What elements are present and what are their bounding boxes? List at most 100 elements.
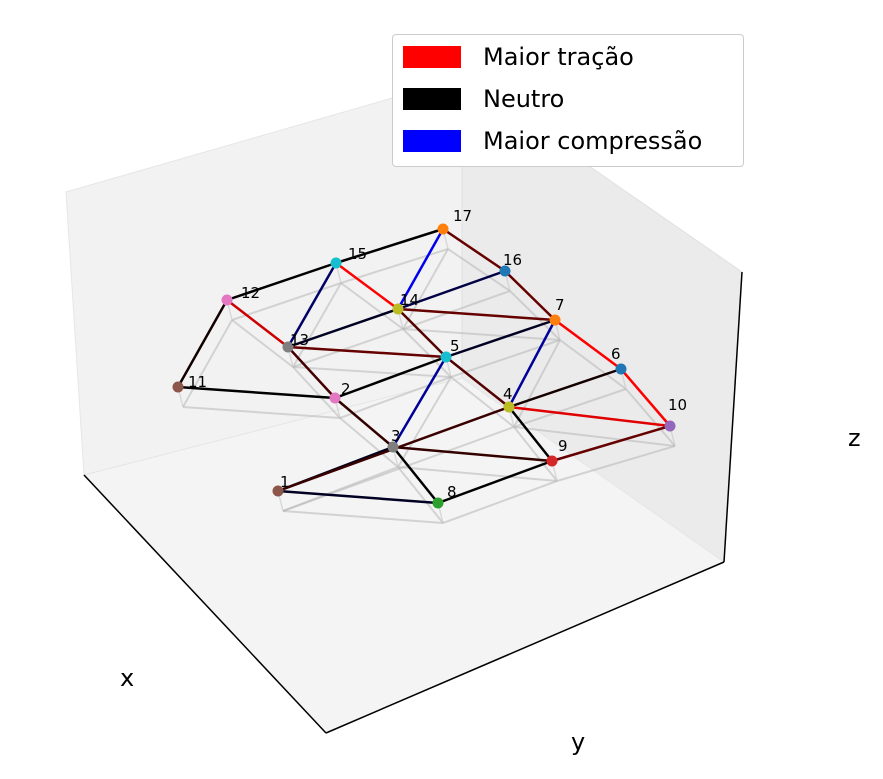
ghost-bar-6-7: [559, 339, 627, 390]
node-17: [437, 223, 449, 235]
bar-7-14: [396, 307, 557, 322]
ghost-bar-16-17: [447, 248, 511, 292]
node-label-11: 11: [188, 373, 207, 391]
ghost-bar-12-15: [231, 282, 342, 321]
undeformed-structure: [177, 228, 676, 524]
node-label-2: 2: [341, 380, 351, 398]
bar-13-14: [286, 307, 400, 349]
bar-2-13: [286, 345, 337, 400]
node-label-1: 1: [280, 473, 290, 491]
ghost-bar-3-9: [397, 466, 558, 482]
bar-3-5: [391, 355, 448, 449]
node-label-17: 17: [453, 207, 472, 225]
bar-4-6: [507, 367, 623, 409]
bar-14-16: [396, 269, 507, 311]
node-9: [546, 455, 558, 467]
x-axis-label: x: [120, 664, 135, 692]
ghost-bar-5-13: [292, 366, 452, 378]
node-label-6: 6: [611, 345, 621, 363]
ghost-bar-11-12: [182, 319, 233, 408]
ghost-bar-4-5: [450, 376, 515, 428]
node-label-14: 14: [400, 291, 419, 309]
ghost-bar-14-16: [402, 290, 511, 330]
bar-lines: [176, 227, 672, 505]
bar-16-17: [441, 227, 507, 273]
ghost-bar-2-13: [292, 366, 341, 419]
ghost-bar-4-10: [513, 426, 676, 447]
node-4: [503, 401, 515, 413]
node-1: [272, 485, 284, 497]
node-15: [330, 257, 342, 269]
bar-9-10: [550, 424, 672, 463]
node-label-4: 4: [503, 385, 513, 403]
legend-item-neutral: Neutro: [403, 85, 564, 113]
node-16: [499, 265, 511, 277]
node-13: [282, 341, 294, 353]
node-5: [440, 351, 452, 363]
bar-8-9: [436, 459, 554, 505]
ghost-bar-13-14: [292, 328, 404, 368]
bar-11-12: [176, 298, 229, 389]
node-label-8: 8: [447, 483, 457, 501]
y-axis-label: y: [571, 728, 586, 756]
node-label-9: 9: [558, 437, 568, 455]
ghost-bar-10-6: [625, 388, 676, 447]
bar-5-7: [444, 318, 557, 359]
node-2: [329, 392, 341, 404]
legend-swatch-neutral: [403, 88, 461, 110]
legend-label-neutral: Neutro: [483, 85, 565, 113]
bar-12-13: [225, 298, 290, 349]
ghost-bar-3-8: [397, 466, 444, 524]
ghost-bar-4-6: [513, 388, 627, 428]
ghost-bar-2-5: [339, 376, 452, 419]
bar-2-3: [333, 396, 395, 449]
bar-2-5: [333, 355, 448, 400]
axes-panes: [65, 77, 743, 734]
bar-4-10: [507, 405, 672, 428]
bar-3-8: [391, 445, 440, 505]
node-label-5: 5: [450, 337, 460, 355]
bar-12-15: [225, 261, 338, 302]
bar-11-2: [176, 385, 337, 400]
ghost-bar-4-7: [513, 339, 561, 428]
bar-13-15: [286, 261, 338, 349]
bar-7-16: [503, 269, 557, 322]
node-8: [432, 497, 444, 509]
node-7: [549, 314, 561, 326]
bar-4-5: [444, 355, 511, 409]
legend-item-tension: Maior tração: [403, 43, 634, 71]
ghost-bar-8-9: [442, 480, 558, 524]
bar-4-7: [507, 318, 557, 409]
node-label-12: 12: [241, 284, 260, 302]
ghost-bar-1-8: [282, 510, 444, 524]
bar-10-6: [619, 367, 672, 428]
bar-5-13: [286, 345, 448, 359]
bar-3-9: [391, 445, 554, 463]
ghost-bar-3-5: [397, 376, 452, 468]
legend-swatch-compression: [403, 130, 461, 152]
ghost-bar-9-10: [556, 445, 676, 482]
bar-14-15: [334, 261, 400, 311]
ghost-bar-7-14: [402, 328, 561, 341]
axes-frame: [83, 271, 743, 734]
legend-swatch-tension: [403, 46, 461, 68]
node-6: [615, 363, 627, 375]
z-axis-line: [723, 271, 743, 563]
ghost-bar-14-15: [340, 282, 404, 330]
node-label-16: 16: [503, 251, 522, 269]
bar-6-7: [553, 318, 623, 371]
node-label-10: 10: [668, 396, 687, 414]
ghost-bar-7-16: [509, 290, 561, 341]
node-label-7: 7: [555, 296, 565, 314]
ghost-bar-13-15: [292, 282, 342, 368]
ghost-bar-4-9: [513, 426, 558, 482]
legend-label-compression: Maior compressão: [483, 127, 703, 155]
node-label-13: 13: [290, 331, 309, 349]
bar-14-17: [396, 227, 445, 311]
ghost-bar-11-2: [182, 406, 341, 419]
node-14: [392, 303, 404, 315]
node-12: [221, 294, 233, 306]
node-label-3: 3: [391, 427, 401, 445]
